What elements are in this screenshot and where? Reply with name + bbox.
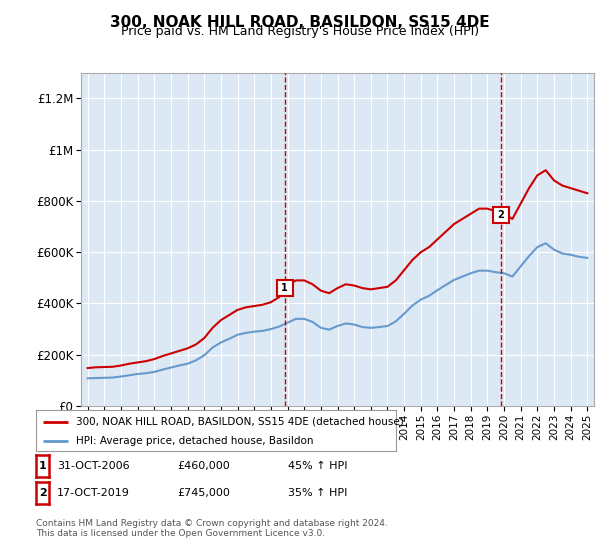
Text: 45% ↑ HPI: 45% ↑ HPI bbox=[288, 461, 347, 471]
Text: HPI: Average price, detached house, Basildon: HPI: Average price, detached house, Basi… bbox=[76, 436, 313, 446]
Text: 1: 1 bbox=[281, 283, 288, 293]
Text: 300, NOAK HILL ROAD, BASILDON, SS15 4DE: 300, NOAK HILL ROAD, BASILDON, SS15 4DE bbox=[110, 15, 490, 30]
Text: 1: 1 bbox=[39, 461, 46, 471]
Text: 2: 2 bbox=[497, 210, 504, 220]
Text: £745,000: £745,000 bbox=[177, 488, 230, 498]
Text: This data is licensed under the Open Government Licence v3.0.: This data is licensed under the Open Gov… bbox=[36, 529, 325, 538]
Text: 17-OCT-2019: 17-OCT-2019 bbox=[57, 488, 130, 498]
Text: Price paid vs. HM Land Registry's House Price Index (HPI): Price paid vs. HM Land Registry's House … bbox=[121, 25, 479, 38]
Text: 31-OCT-2006: 31-OCT-2006 bbox=[57, 461, 130, 471]
Text: Contains HM Land Registry data © Crown copyright and database right 2024.: Contains HM Land Registry data © Crown c… bbox=[36, 519, 388, 528]
Text: 35% ↑ HPI: 35% ↑ HPI bbox=[288, 488, 347, 498]
Text: 300, NOAK HILL ROAD, BASILDON, SS15 4DE (detached house): 300, NOAK HILL ROAD, BASILDON, SS15 4DE … bbox=[76, 417, 403, 427]
Text: 2: 2 bbox=[39, 488, 46, 498]
Text: £460,000: £460,000 bbox=[177, 461, 230, 471]
